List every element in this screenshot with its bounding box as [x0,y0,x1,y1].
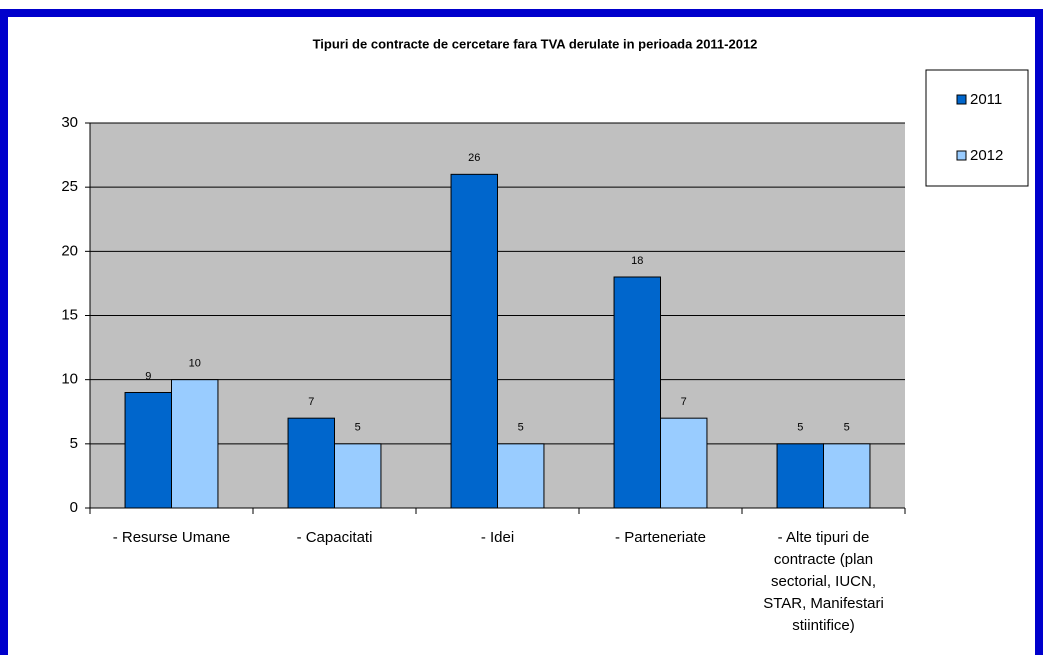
bar [171,379,219,509]
value-label: 7 [681,396,687,408]
legend-label: 2011 [970,91,1002,108]
value-label: 5 [355,422,361,434]
value-label: 9 [145,370,151,382]
bar [450,173,499,509]
y-tick-label: 5 [70,435,78,452]
legend-swatch [956,150,967,161]
value-label: 26 [468,152,480,164]
legend-box [925,69,1029,187]
bar [660,417,708,509]
chart-title: Tipuri de contracte de cercetare fara TV… [313,36,758,51]
bar [124,392,172,509]
x-tick-label: - Capacitati [296,529,373,546]
y-tick-label: 25 [61,178,78,195]
y-tick-label: 0 [70,499,78,516]
y-tick-label: 20 [61,242,78,259]
legend-label: 2012 [970,147,1003,164]
legend-swatch [956,94,967,105]
bar [613,276,661,509]
bar [497,443,545,509]
x-tick-label: - Idei [480,529,515,546]
bar [823,443,871,509]
value-label: 5 [518,422,524,434]
x-tick-label: - Parteneriate [615,529,706,546]
x-tick-label: - Resurse Umane [112,529,231,546]
value-label: 10 [189,358,201,370]
y-tick-label: 30 [61,114,78,131]
bar [334,443,382,509]
value-label: 5 [797,422,803,434]
x-tick-label: - Alte tipuri de contracte (plan sectori… [763,529,884,634]
value-label: 5 [844,422,850,434]
value-label: 7 [308,396,314,408]
y-tick-label: 15 [61,306,78,323]
y-tick-label: 10 [61,371,78,388]
bar [287,417,336,509]
bar [776,443,824,509]
value-label: 18 [631,255,643,267]
